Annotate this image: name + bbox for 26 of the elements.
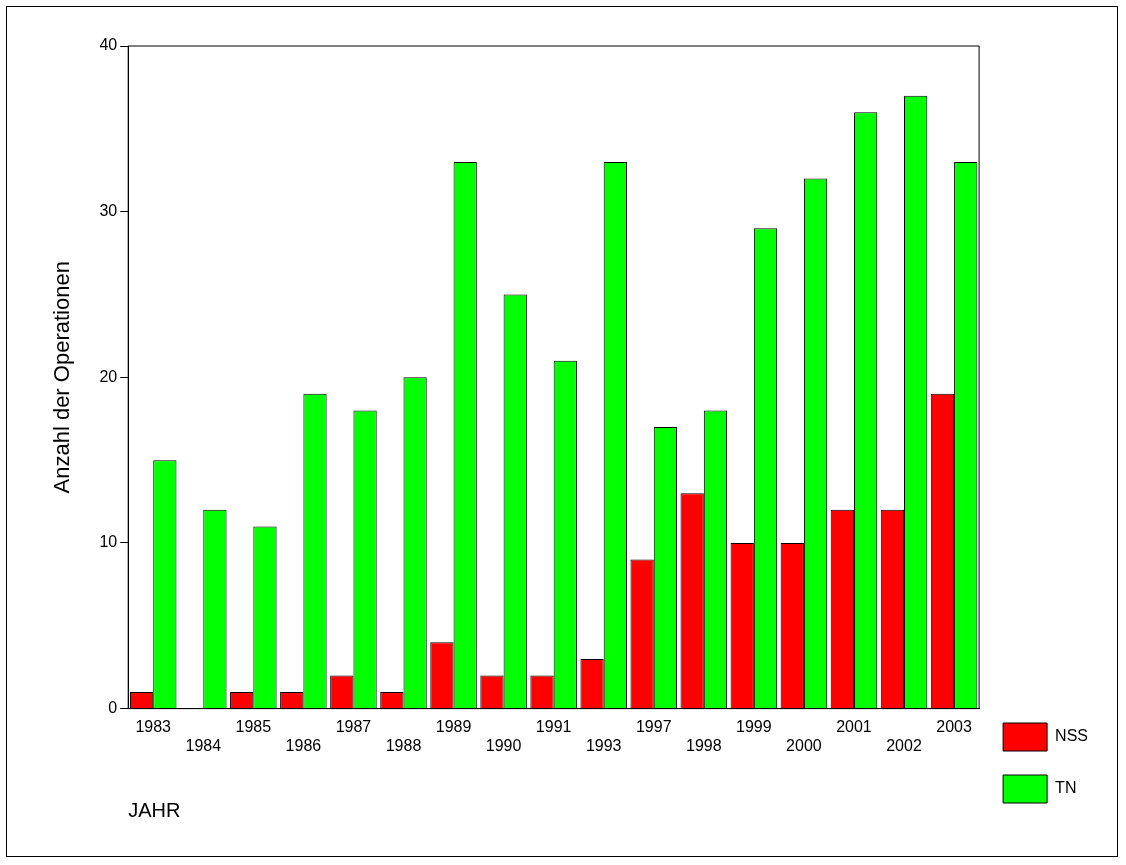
x-tick-label: 1983 <box>135 717 172 735</box>
y-tick-label: 20 <box>99 367 118 385</box>
y-tick-label: 0 <box>108 699 118 717</box>
x-tick-label: 1988 <box>385 736 422 754</box>
x-tick-label: 2002 <box>886 736 922 754</box>
x-tick-label: 1997 <box>635 717 672 735</box>
y-axis-title: Anzahl der Operationen <box>49 261 75 494</box>
legend-label: TN <box>1055 779 1077 797</box>
x-tick-label: 1984 <box>185 736 222 754</box>
legend-label: NSS <box>1055 727 1089 745</box>
x-tick-label: 1989 <box>435 717 472 735</box>
x-tick-label: 1993 <box>585 736 622 754</box>
x-tick-label: 1998 <box>686 736 722 754</box>
x-axis-title: JAHR <box>128 798 181 821</box>
x-tick-label: 2001 <box>836 717 872 735</box>
x-tick-label: 1991 <box>535 717 572 735</box>
y-tick-label: 10 <box>99 533 118 551</box>
y-tick-label: 30 <box>99 202 118 220</box>
x-tick-label: 2003 <box>936 717 972 735</box>
x-tick-label: 1987 <box>335 717 372 735</box>
x-tick-label: 2000 <box>786 736 822 754</box>
x-tick-label: 1986 <box>285 736 322 754</box>
x-tick-label: 1990 <box>485 736 522 754</box>
y-tick-label: 40 <box>99 36 118 54</box>
x-tick-label: 1985 <box>235 717 272 735</box>
x-tick-label: 1999 <box>736 717 772 735</box>
